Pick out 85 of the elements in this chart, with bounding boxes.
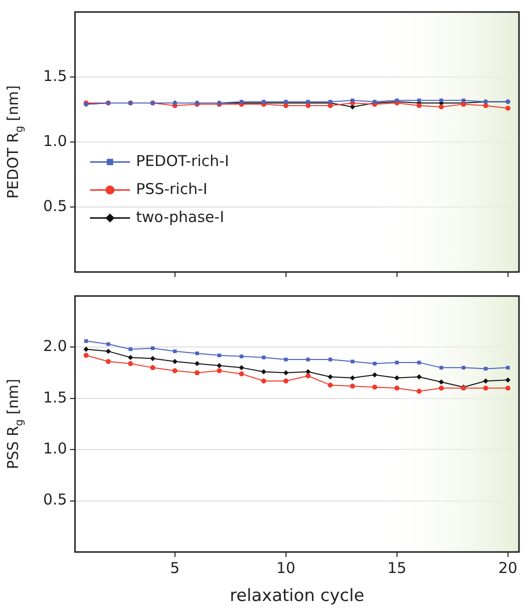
point [462,98,466,102]
x-axis-title: relaxation cycle [230,586,364,606]
y-tick-label: 1.5 [43,66,67,85]
point [394,375,400,381]
point [284,358,288,362]
point [84,339,88,343]
point [439,98,444,102]
y-tick-label: 1.0 [43,439,67,458]
point [328,358,332,362]
point [328,374,333,380]
y-axis-title: PSS Rg [nm] [4,378,26,470]
point [283,378,288,384]
point [240,354,244,358]
point [194,360,200,366]
point [372,384,378,390]
y-tick-label: 1.5 [43,388,67,406]
point [283,103,288,108]
point [150,365,156,370]
point [350,360,354,364]
point [150,356,156,362]
x-tick-label: 20 [498,558,518,577]
point [394,386,400,391]
point [106,342,110,346]
point [350,98,354,102]
point [306,103,311,108]
point [84,346,89,352]
point [484,366,488,371]
x-tick-label: 10 [276,558,296,577]
point [216,363,222,368]
point [194,370,200,376]
point [439,366,444,370]
point [84,352,89,358]
x-tick-label: 5 [170,558,180,577]
point [128,347,132,352]
point [328,103,333,108]
point [505,377,510,383]
point [350,384,355,389]
point [417,360,421,364]
point [506,366,510,370]
legend-label: two-phase-I [136,208,224,226]
point [462,366,466,370]
point [416,374,422,380]
point [217,354,222,358]
y-tick-label: 2.0 [43,337,67,356]
point [173,349,177,354]
legend-label: PSS-rich-I [136,180,208,198]
point [505,106,510,111]
y-axis-title: PEDOT Rg [nm] [4,85,26,199]
y-tick-label: 1.0 [43,132,67,150]
point [262,356,266,360]
point [283,370,288,376]
point [306,373,311,378]
x-tick-label: 15 [387,558,406,577]
point [216,368,222,374]
point [261,378,266,384]
point [416,388,422,394]
legend-label: PEDOT-rich-I [136,152,230,170]
point [350,375,356,381]
point [172,368,178,374]
point [328,382,333,388]
point [128,361,133,366]
point [483,103,488,108]
point [483,378,488,384]
point [438,379,444,385]
point [416,103,422,108]
point [395,360,399,364]
point [172,358,178,364]
y-tick-label: 0.5 [43,196,67,215]
point [306,358,310,362]
point [483,386,488,391]
point [505,386,510,391]
point [195,352,199,356]
point [238,365,244,370]
point [261,369,266,374]
point [150,346,155,350]
point [372,372,378,378]
y-tick-label: 0.5 [43,490,67,509]
point [106,348,111,354]
point [239,371,244,376]
point [438,386,444,391]
point [106,359,111,364]
point [417,98,421,102]
point [128,354,134,360]
point [372,362,377,366]
point [438,104,444,110]
